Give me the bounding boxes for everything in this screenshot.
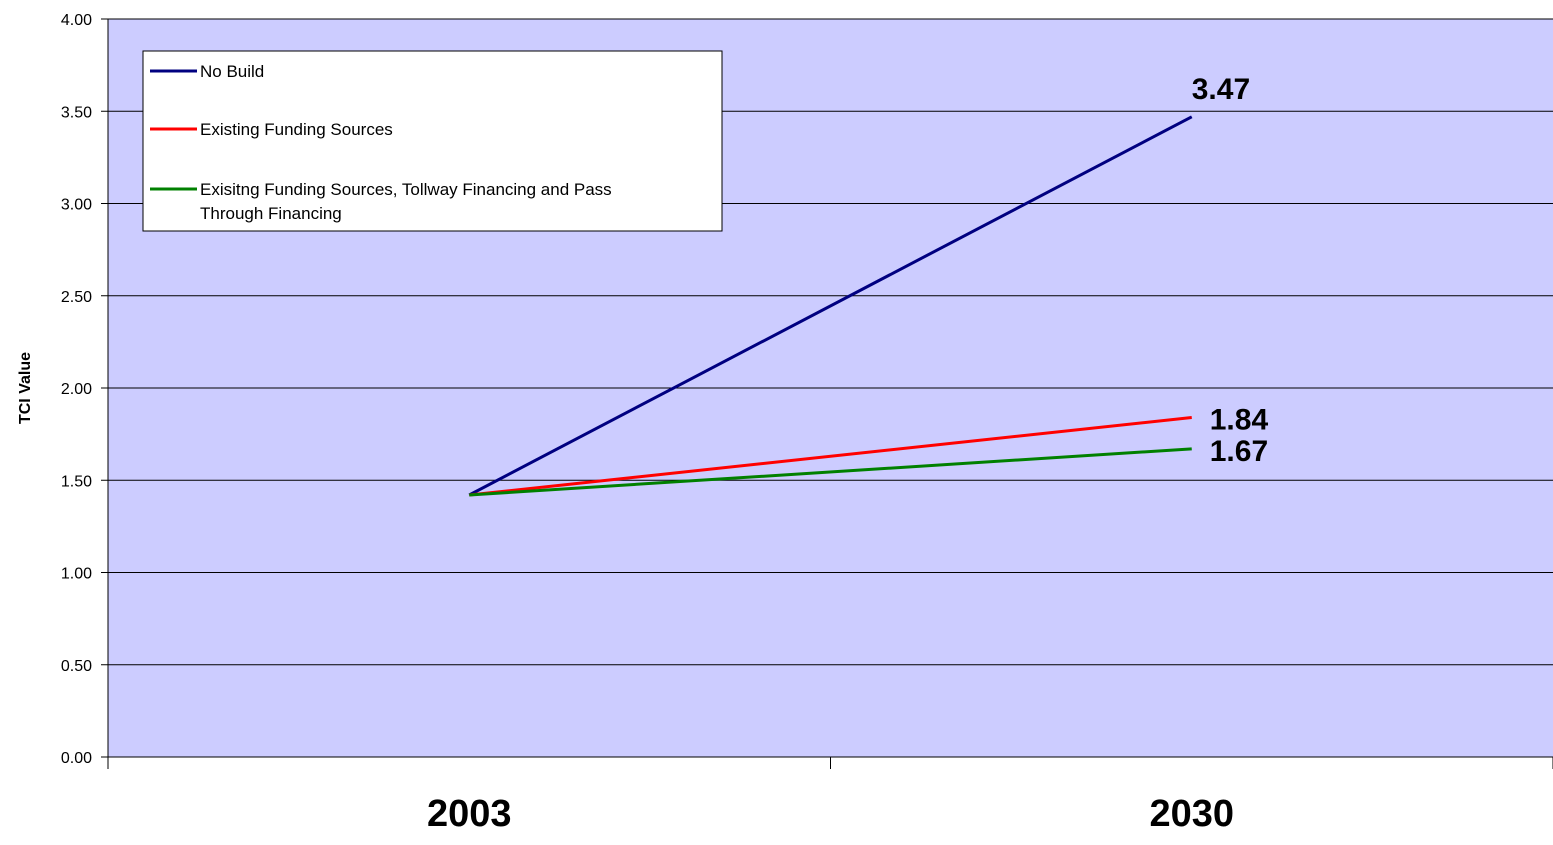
legend-entry: Existing Funding Sources [200, 120, 393, 139]
y-tick-label: 3.50 [61, 104, 92, 121]
x-tick-label: 2003 [427, 793, 512, 835]
data-label: 1.84 [1210, 404, 1269, 437]
data-label: 1.67 [1210, 435, 1268, 468]
legend-entry-line: Exisitng Funding Sources, Tollway Financ… [200, 180, 612, 199]
legend: No Build Existing Funding Sources Exisitng… [142, 50, 723, 232]
y-tick-label: 3.00 [61, 197, 92, 214]
legend-box [142, 50, 723, 232]
y-tick-label: 2.50 [61, 289, 92, 306]
data-label: 3.47 [1192, 73, 1250, 106]
series-line [469, 447, 1192, 497]
y-tick-label: 0.50 [61, 658, 92, 675]
x-axis: 2003 2030 [107, 756, 1553, 835]
legend-entry: Exisitng Funding Sources, Tollway Financ… [200, 180, 612, 223]
y-tick-label: 1.50 [61, 473, 92, 490]
legend-entry: No Build [200, 62, 264, 81]
legend-entry-line: Through Financing [200, 204, 342, 223]
x-tick-label: 2030 [1149, 793, 1234, 835]
y-tick-label: 4.00 [61, 12, 92, 29]
y-axis: 0.00 0.50 1.00 1.50 2.00 2.50 3.00 3.50 4.00 [61, 12, 109, 767]
y-tick-label: 1.00 [61, 566, 92, 583]
y-axis-title: TCI Value [17, 352, 34, 424]
gridlines [108, 18, 1553, 666]
series-lines [468, 115, 1193, 497]
data-labels: 3.47 1.841.67 [1192, 73, 1269, 468]
series-line [469, 416, 1192, 497]
y-tick-label: 0.00 [61, 750, 92, 767]
series-line [468, 115, 1193, 497]
y-tick-label: 2.00 [61, 381, 92, 398]
